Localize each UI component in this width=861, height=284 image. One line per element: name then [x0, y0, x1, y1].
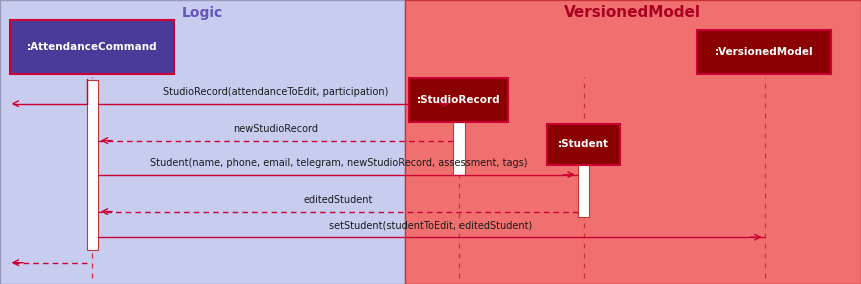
Text: :VersionedModel: :VersionedModel	[715, 47, 814, 57]
Bar	[10, 20, 174, 74]
Text: :StudioRecord: :StudioRecord	[417, 95, 500, 105]
Text: Student(name, phone, email, telegram, newStudioRecord, assessment, tags): Student(name, phone, email, telegram, ne…	[150, 158, 527, 168]
Text: VersionedModel: VersionedModel	[564, 5, 702, 20]
Text: StudioRecord(attendanceToEdit, participation): StudioRecord(attendanceToEdit, participa…	[163, 87, 388, 97]
Bar	[0, 0, 405, 284]
Text: :AttendanceCommand: :AttendanceCommand	[27, 42, 158, 52]
Bar	[409, 78, 508, 122]
Bar	[453, 122, 465, 175]
Text: editedStudent: editedStudent	[304, 195, 373, 205]
Bar	[697, 30, 831, 74]
Text: setStudent(studentToEdit, editedStudent): setStudent(studentToEdit, editedStudent)	[329, 220, 532, 230]
Bar	[405, 0, 861, 284]
Bar	[547, 124, 620, 165]
Text: Logic: Logic	[182, 6, 223, 20]
Bar	[86, 80, 98, 250]
Bar	[578, 165, 589, 217]
Text: :Student: :Student	[558, 139, 609, 149]
Text: newStudioRecord: newStudioRecord	[233, 124, 318, 134]
